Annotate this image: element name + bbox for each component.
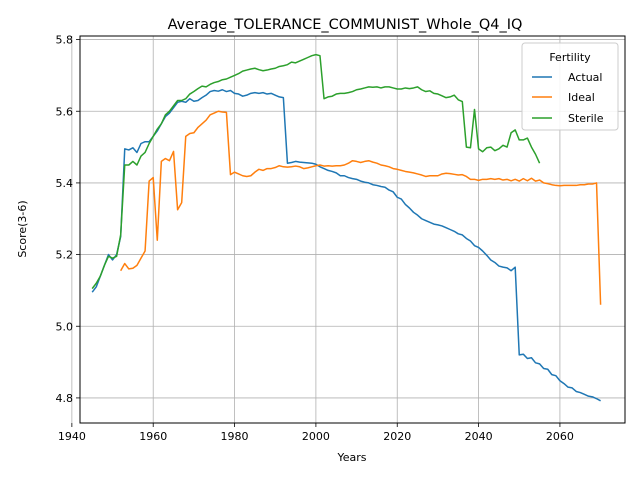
x-axis-ticks: 1940 1960 1980 2000 2020 2040 2060: [58, 423, 574, 443]
legend-box: [521, 42, 619, 131]
y-tick-label: 5.8: [56, 34, 74, 47]
series-line-ideal: [120, 110, 602, 305]
chart-title: Average_TOLERANCE_COMMUNIST_Whole_Q4_IQ: [168, 17, 523, 33]
legend-title: Fertility: [549, 51, 591, 64]
x-tick-label: 2020: [383, 430, 411, 443]
series-line-sterile: [91, 53, 541, 290]
plot-area: [79, 35, 626, 424]
x-tick-label: 2040: [465, 430, 493, 443]
y-tick-label: 4.8: [56, 392, 74, 405]
x-tick-label: 2000: [302, 430, 330, 443]
y-tick-label: 5.2: [56, 249, 74, 262]
grid-lines: [71, 36, 625, 423]
y-axis-label: Score(3-6): [16, 200, 29, 257]
y-tick-label: 5.4: [56, 177, 74, 190]
legend: Fertility Actual Ideal Sterile: [521, 42, 619, 131]
x-tick-label: 1980: [221, 430, 249, 443]
series-lines: [91, 53, 602, 402]
x-tick-label: 2060: [546, 430, 574, 443]
x-tick-label: 1960: [139, 430, 167, 443]
series-line-actual: [91, 89, 601, 402]
y-axis-ticks: 4.8 5.0 5.2 5.4 5.6 5.8: [56, 34, 80, 405]
y-tick-label: 5.0: [56, 320, 74, 333]
x-tick-label: 1940: [58, 430, 86, 443]
legend-label-sterile: Sterile: [568, 112, 604, 125]
legend-label-ideal: Ideal: [568, 91, 595, 104]
y-tick-label: 5.6: [56, 105, 74, 118]
x-axis-label: Years: [336, 451, 366, 464]
legend-label-actual: Actual: [568, 71, 602, 84]
